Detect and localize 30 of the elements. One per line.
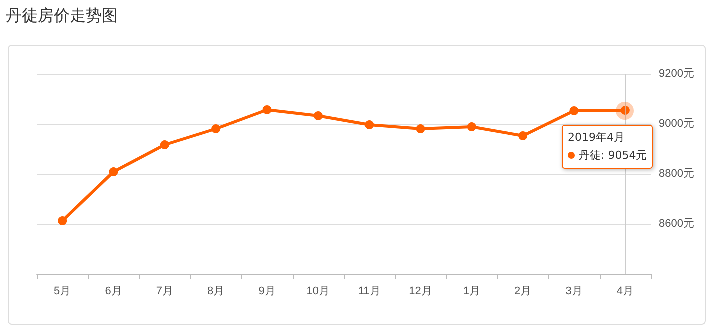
point [467,122,476,132]
x-tick-label: 6月 [105,286,122,298]
point [212,124,221,134]
point [365,120,374,130]
point [518,132,528,140]
x-tick-label: 12月 [409,286,432,298]
y-tick-label: 9200元 [659,68,694,80]
annotation: 丹徒: 9054元 [579,148,648,162]
point [314,112,323,120]
x-tick-label: 8月 [208,286,225,298]
x-tick-label: 10月 [306,286,330,298]
y-tick-label: 9000元 [659,118,694,130]
x-tick-label: 5月 [54,286,72,298]
point [109,168,118,176]
x-tick-label: 1月 [463,286,480,298]
point [416,124,426,134]
point [160,140,170,150]
x-tick-label: 7月 [156,286,174,298]
y-tick-label: 8800元 [659,168,694,180]
x-tick-label: 9月 [258,286,276,298]
x-tick-label: 11月 [358,286,381,298]
chart-title: 丹徒房价走势图 [6,6,118,27]
x-tick-label: 3月 [566,286,583,298]
x-tick-label: 2月 [514,286,532,298]
point [570,106,579,116]
point [262,106,272,114]
y-tick-label: 8600元 [659,218,694,230]
x-tick-label: 4月 [616,286,634,298]
point [58,216,68,226]
annotation: 2019年4月 [568,130,625,144]
